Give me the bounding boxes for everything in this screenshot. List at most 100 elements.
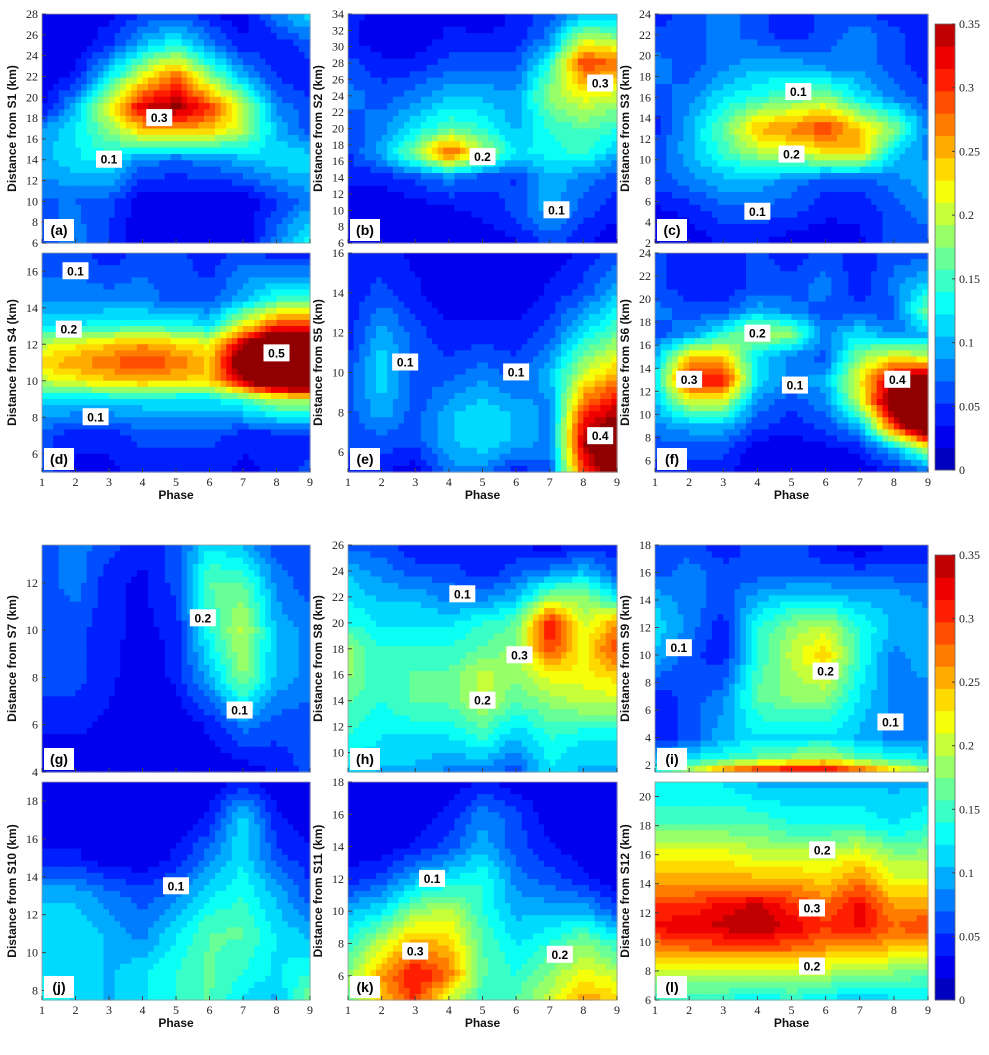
contour-label-box: [543, 201, 570, 219]
heat-cell: [437, 134, 444, 142]
heat-cell: [859, 173, 867, 180]
heat-cell: [706, 122, 713, 130]
heat-cell: [460, 179, 467, 187]
heat-cell: [763, 64, 770, 72]
heat-cell: [711, 179, 719, 187]
heat-cell: [298, 64, 306, 72]
heat-cell: [448, 58, 456, 66]
heat-cell: [298, 217, 306, 225]
heat-cell: [142, 217, 149, 225]
heat-cell: [125, 192, 132, 200]
heat-cell: [181, 179, 188, 187]
heat-cell: [785, 71, 793, 79]
heat-cell: [465, 33, 472, 41]
heat-cell: [97, 122, 105, 130]
heat-cell: [353, 20, 360, 28]
heat-cell: [75, 33, 82, 41]
heat-cell: [876, 128, 884, 136]
heat-cell: [53, 77, 60, 85]
heat-cell: [555, 134, 562, 142]
heat-cell: [814, 160, 821, 168]
heat-cell: [265, 223, 272, 231]
heat-cell: [448, 71, 456, 79]
heat-cell: [192, 173, 199, 180]
heat-cell: [198, 173, 205, 180]
heat-cell: [465, 236, 472, 244]
heat-cell: [364, 33, 372, 41]
heat-cell: [532, 134, 540, 142]
heat-cell: [437, 26, 444, 34]
heat-cell: [865, 230, 872, 238]
heat-cell: [92, 109, 99, 117]
heat-cell: [594, 115, 601, 123]
heat-cell: [871, 90, 878, 98]
heat-cell: [53, 166, 60, 174]
heat-cell: [527, 166, 534, 174]
heat-cell: [97, 166, 105, 174]
heat-cell: [808, 236, 815, 244]
heat-cell: [848, 236, 855, 244]
heat-cell: [270, 217, 278, 225]
heat-cell: [254, 141, 261, 149]
heat-cell: [600, 115, 607, 123]
heat-cell: [572, 26, 579, 34]
heat-cell: [86, 166, 93, 174]
heat-cell: [353, 77, 360, 85]
heat-cell: [231, 109, 239, 117]
heat-cell: [231, 58, 239, 66]
heat-cell: [555, 20, 562, 28]
heat-cell: [75, 236, 82, 244]
heat-cell: [825, 33, 832, 41]
heat-cell: [103, 71, 110, 79]
heat-cell: [86, 77, 93, 85]
heat-cell: [392, 223, 400, 231]
heat-cell: [672, 33, 679, 41]
heat-cell: [415, 39, 422, 47]
heat-cell: [109, 14, 116, 21]
heat-cell: [404, 153, 411, 161]
heat-cell: [774, 122, 781, 130]
heat-cell: [734, 192, 741, 200]
heat-cell: [304, 204, 311, 212]
heat-cell: [443, 96, 450, 104]
heat-cell: [499, 90, 506, 98]
heat-cell: [583, 26, 590, 34]
heat-cell: [148, 192, 155, 200]
heat-cell: [265, 141, 272, 149]
heat-cell: [69, 141, 77, 149]
heat-cell: [780, 198, 787, 206]
heat-cell: [381, 166, 388, 174]
heat-cell: [583, 211, 590, 219]
heat-cell: [148, 64, 155, 72]
heat-cell: [265, 26, 272, 34]
heat-cell: [588, 20, 596, 28]
heat-cell: [611, 173, 618, 180]
heat-cell: [198, 134, 205, 142]
heat-cell: [181, 71, 188, 79]
heat-cell: [148, 71, 155, 79]
heat-cell: [504, 134, 512, 142]
heat-cell: [298, 128, 306, 136]
heat-cell: [465, 77, 472, 85]
heat-cell: [527, 128, 534, 136]
heat-cell: [248, 153, 255, 161]
heat-cell: [476, 64, 484, 72]
heat-cell: [763, 166, 770, 174]
heat-cell: [131, 77, 138, 85]
heat-cell: [443, 109, 450, 117]
heat-cell: [103, 223, 110, 231]
heat-cell: [734, 14, 741, 21]
heat-cell: [493, 153, 500, 161]
heat-cell: [814, 185, 821, 193]
heat-cell: [876, 45, 884, 53]
heat-cell: [114, 26, 121, 34]
heat-cell: [254, 14, 261, 21]
heat-cell: [566, 166, 573, 174]
heat-cell: [370, 103, 377, 111]
heat-cell: [109, 20, 116, 28]
heat-cell: [176, 211, 183, 219]
heat-cell: [808, 217, 815, 225]
heat-cell: [751, 147, 758, 155]
heat-cell: [532, 26, 540, 34]
heat-cell: [69, 77, 77, 85]
